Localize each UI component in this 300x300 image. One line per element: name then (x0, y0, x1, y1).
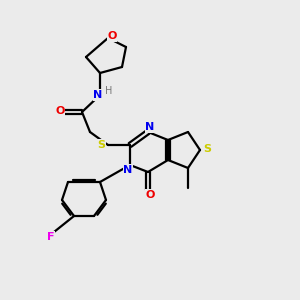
Text: S: S (203, 144, 211, 154)
Text: N: N (123, 165, 133, 175)
Text: N: N (146, 122, 154, 132)
Text: O: O (145, 190, 155, 200)
Text: F: F (47, 232, 55, 242)
Text: H: H (105, 86, 113, 96)
Text: S: S (97, 140, 105, 150)
Text: N: N (93, 90, 103, 100)
Text: O: O (55, 106, 65, 116)
Text: O: O (107, 31, 117, 41)
